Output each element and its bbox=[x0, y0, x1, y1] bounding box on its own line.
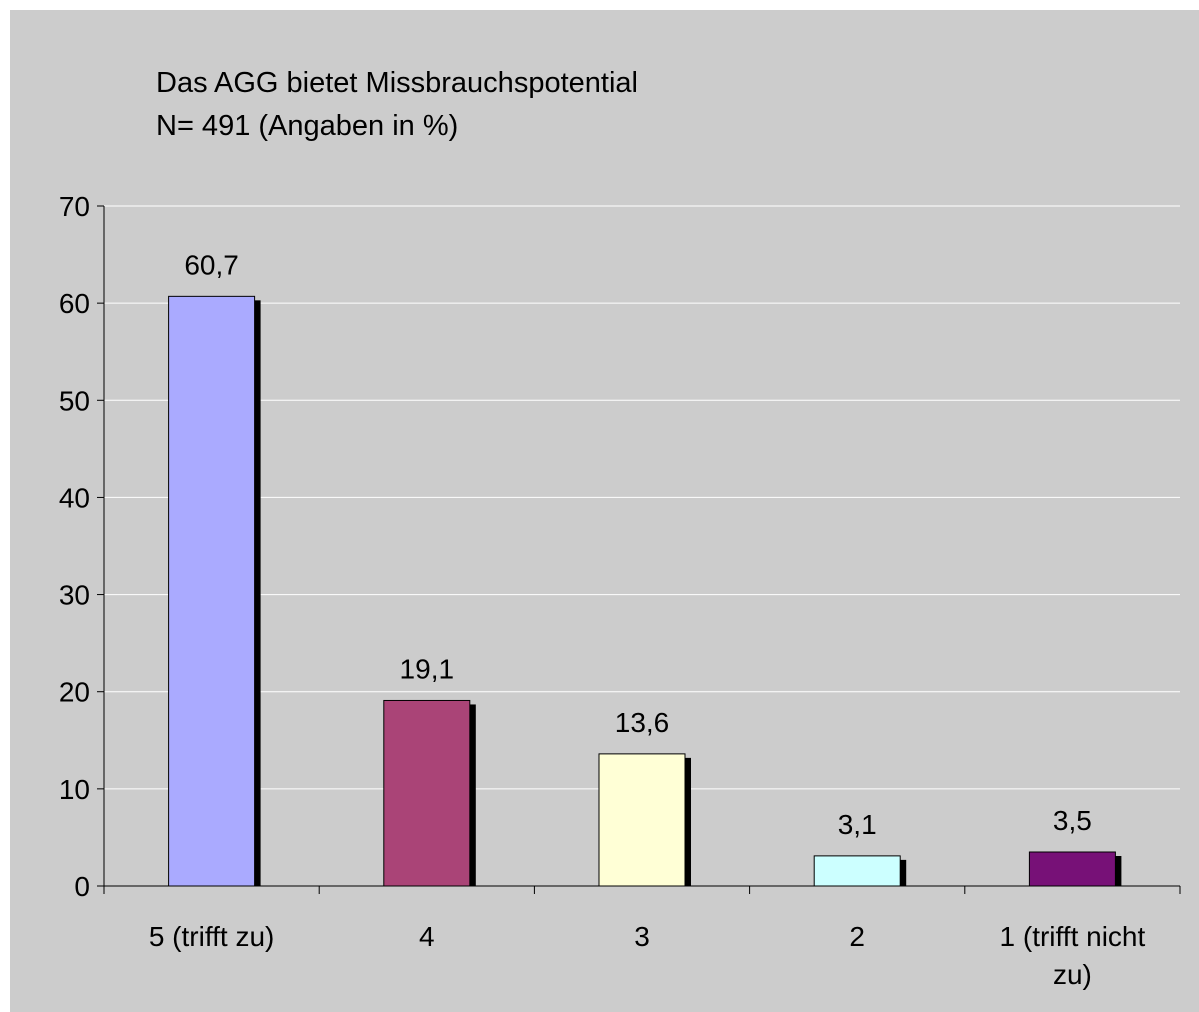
bar bbox=[383, 699, 471, 887]
x-tick-label: 5 (trifft zu) bbox=[149, 921, 275, 952]
chart-title: Das AGG bietet Missbrauchspotential bbox=[156, 67, 638, 99]
bar bbox=[1028, 851, 1116, 887]
data-label: 3,1 bbox=[838, 809, 877, 840]
y-tick-label: 10 bbox=[59, 774, 90, 805]
data-label: 3,5 bbox=[1053, 805, 1092, 836]
y-tick-label: 50 bbox=[59, 385, 90, 416]
chart-subtitle: N= 491 (Angaben in %) bbox=[156, 110, 459, 142]
y-tick-label: 30 bbox=[59, 580, 90, 611]
y-tick-label: 60 bbox=[59, 288, 90, 319]
y-tick-label: 70 bbox=[59, 191, 90, 222]
chart-title-block: Das AGG bietet Missbrauchspotential N= 4… bbox=[156, 62, 638, 148]
y-tick-label: 40 bbox=[59, 482, 90, 513]
y-tick-label: 20 bbox=[59, 677, 90, 708]
x-tick-label: zu) bbox=[1053, 959, 1092, 990]
bar bbox=[598, 753, 686, 887]
data-label: 60,7 bbox=[184, 249, 239, 280]
bar bbox=[813, 855, 901, 887]
x-tick-label: 1 (trifft nicht bbox=[1000, 921, 1146, 952]
bar bbox=[168, 295, 256, 887]
x-tick-label: 3 bbox=[634, 921, 650, 952]
y-tick-label: 0 bbox=[74, 871, 90, 902]
data-label: 13,6 bbox=[615, 707, 670, 738]
data-label: 19,1 bbox=[400, 653, 455, 684]
x-tick-label: 4 bbox=[419, 921, 435, 952]
x-tick-label: 2 bbox=[849, 921, 865, 952]
